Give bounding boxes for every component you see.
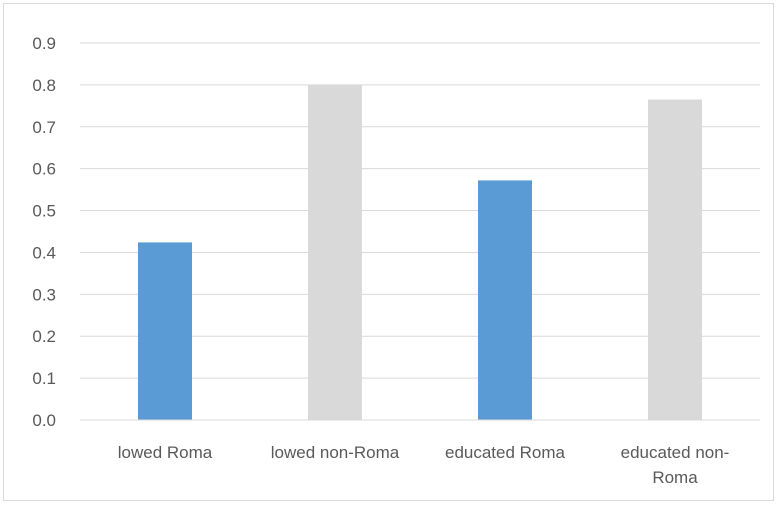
y-tick-label: 0.1 — [32, 369, 56, 388]
bars — [138, 84, 702, 421]
y-tick-label: 0.4 — [32, 243, 56, 262]
gridlines — [80, 42, 760, 379]
y-tick-label: 0.5 — [32, 202, 56, 221]
x-category-label-line: educated non- — [621, 443, 730, 462]
x-category-label: lowed Roma — [118, 443, 213, 462]
y-tick-label: 0.8 — [32, 76, 56, 95]
bar — [648, 99, 702, 421]
x-category-label: lowed non-Roma — [271, 443, 400, 462]
y-tick-label: 0.9 — [32, 34, 56, 53]
x-axis-category-labels: lowed Roma lowed non-Roma educated Roma edu… — [118, 443, 730, 487]
x-category-label: educated Roma — [445, 443, 566, 462]
y-tick-label: 0.6 — [32, 160, 56, 179]
bar — [308, 84, 362, 420]
x-category-label-line: educated Roma — [445, 443, 566, 462]
bar — [478, 180, 532, 420]
x-category-label: educated non- Roma — [621, 443, 730, 487]
bar — [138, 242, 192, 420]
x-category-label-line: Roma — [652, 468, 698, 487]
y-tick-label: 0.3 — [32, 285, 56, 304]
x-category-label-line: lowed Roma — [118, 443, 213, 462]
y-tick-label: 0.7 — [32, 118, 56, 137]
y-axis-tick-labels: 0.0 0.1 0.2 0.3 0.4 0.5 0.6 0.7 0.8 0.9 — [32, 34, 56, 430]
y-tick-label: 0.0 — [32, 411, 56, 430]
x-category-label-line: lowed non-Roma — [271, 443, 400, 462]
y-tick-label: 0.2 — [32, 327, 56, 346]
